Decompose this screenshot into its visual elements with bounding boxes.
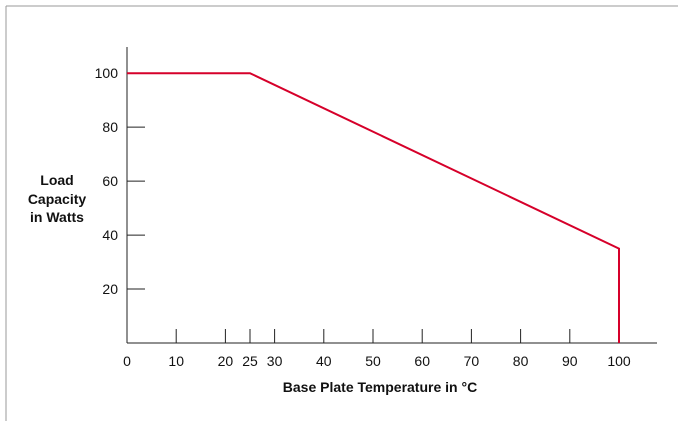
x-tick-label: 0 <box>123 353 131 369</box>
y-axis-ticks: 20 40 60 80 100 <box>95 65 145 297</box>
y-tick-label: 80 <box>102 119 118 135</box>
derating-curve-line <box>127 72 620 343</box>
x-tick-label: 10 <box>168 353 184 369</box>
y-tick-label: 20 <box>102 281 118 297</box>
x-tick-label: 50 <box>365 353 381 369</box>
x-tick-label: 100 <box>607 353 631 369</box>
y-tick-label: 40 <box>102 227 118 243</box>
y-axis-title-line-2: Capacity <box>28 191 87 207</box>
x-tick-label: 80 <box>513 353 529 369</box>
y-axis-title-line-3: in Watts <box>30 209 84 225</box>
x-tick-label: 30 <box>267 353 283 369</box>
x-tick-label: 70 <box>464 353 480 369</box>
x-tick-label: 40 <box>316 353 332 369</box>
x-tick-label: 20 <box>218 353 234 369</box>
y-tick-label: 60 <box>102 173 118 189</box>
y-tick-label: 100 <box>95 65 119 81</box>
x-tick-label: 25 <box>242 353 258 369</box>
y-axis-title-line-1: Load <box>40 172 73 188</box>
series-group <box>127 72 620 343</box>
x-tick-label: 90 <box>562 353 578 369</box>
x-axis-ticks: 0 10 20 25 30 40 50 60 70 80 90 100 <box>123 329 631 369</box>
x-axis-title: Base Plate Temperature in °C <box>283 379 477 395</box>
x-tick-label: 60 <box>414 353 430 369</box>
